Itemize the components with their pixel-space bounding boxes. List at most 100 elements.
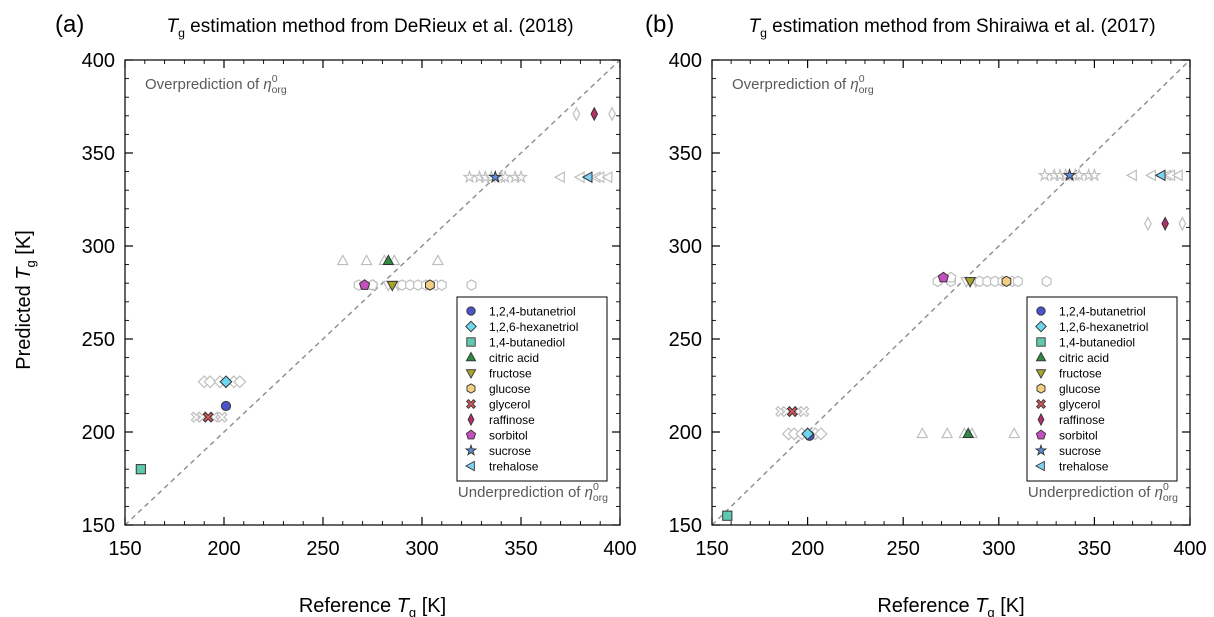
x-tick-label: 300 — [405, 538, 438, 560]
grey-point — [462, 169, 477, 184]
data-point — [1001, 275, 1012, 287]
grey-point — [336, 254, 349, 266]
legend-marker — [466, 383, 476, 394]
x-tick-label: 200 — [791, 538, 824, 560]
legend-label: glycerol — [489, 398, 530, 412]
x-tick-label: 350 — [1078, 538, 1111, 560]
grey-point — [1125, 169, 1137, 182]
legend-marker — [1034, 443, 1048, 456]
x-tick-label: 250 — [306, 538, 339, 560]
grey-point — [572, 106, 581, 122]
panel-a: (a) Tg estimation method from DeRieux et … — [55, 11, 637, 617]
data-point — [590, 106, 599, 122]
x-tick-label: 150 — [695, 538, 728, 560]
grey-point — [466, 279, 477, 291]
data-point — [1062, 168, 1077, 182]
legend-marker — [1035, 429, 1047, 440]
grey-point — [1171, 169, 1183, 182]
x-tick-label: 400 — [603, 538, 636, 560]
legend-marker — [1035, 398, 1047, 410]
overprediction-annotation: Overprediction of η0 org — [732, 73, 874, 96]
legend-marker — [465, 320, 477, 333]
legend-label: glucose — [489, 382, 531, 396]
legend-label: sorbitol — [1059, 429, 1098, 443]
x-tick-label: 300 — [982, 538, 1015, 560]
data-point — [964, 277, 977, 288]
grey-point — [601, 171, 613, 184]
legend-label: 1,2,6-hexanetriol — [1059, 320, 1148, 334]
legend-label: 1,2,6-hexanetriol — [489, 320, 578, 334]
data-point — [581, 171, 593, 184]
data-point — [202, 411, 214, 423]
grey-point — [513, 169, 529, 184]
overprediction-annotation: Overprediction of η0 org — [145, 73, 287, 96]
legend-label: citric acid — [1059, 351, 1109, 365]
y-tick-label: 350 — [82, 143, 115, 165]
figure-ylabel: Predicted Tg [K] — [13, 230, 38, 370]
legend-box — [456, 296, 608, 482]
grey-point — [216, 411, 228, 423]
y-tick-label: 400 — [82, 50, 115, 72]
legend-label: sorbitol — [489, 429, 528, 443]
legend-label: trehalose — [489, 460, 539, 474]
data-point — [382, 254, 395, 266]
y-tick-label: 250 — [82, 329, 115, 351]
y-tick-label: 200 — [669, 422, 702, 444]
legend-marker — [465, 351, 477, 362]
grey-point — [1087, 167, 1102, 182]
legend-label: fructose — [489, 367, 532, 381]
legend-marker — [1037, 412, 1045, 427]
y-tick-label: 150 — [82, 515, 115, 537]
x-axis-label: Reference Tg [K] — [877, 595, 1024, 617]
y-tick-label: 300 — [669, 236, 702, 258]
y-tick-label: 150 — [669, 515, 702, 537]
grey-point — [1144, 169, 1157, 182]
data-point — [135, 464, 146, 475]
grey-point — [1012, 275, 1023, 288]
panel-b: (b) Tg estimation method from Shiraiwa et… — [645, 11, 1207, 617]
grey-point — [1178, 216, 1187, 232]
legend-marker — [465, 460, 475, 472]
data-point — [801, 427, 815, 441]
data-point — [219, 375, 233, 389]
x-tick-label: 200 — [207, 538, 240, 560]
underprediction-annotation: Underprediction of η0 org — [458, 481, 608, 504]
y-tick-label: 300 — [82, 236, 115, 258]
legend-label: sucrose — [489, 444, 531, 458]
panel-title: Tg estimation method from DeRieux et al.… — [166, 16, 573, 40]
legend-label: 1,2,4-butanetriol — [489, 305, 576, 319]
legend-label: 1,4-butanediol — [1059, 336, 1135, 350]
legend-marker — [1036, 383, 1046, 394]
legend-label: citric acid — [489, 351, 539, 365]
legend-label: raffinose — [1059, 413, 1105, 427]
grey-point — [916, 427, 929, 439]
grey-point — [360, 254, 373, 266]
data-point — [722, 510, 733, 521]
legend-box — [1026, 296, 1178, 482]
legend-label: glucose — [1059, 382, 1101, 396]
underprediction-annotation: Underprediction of η0 org — [1028, 481, 1178, 504]
legend-label: glycerol — [1059, 398, 1100, 412]
grey-point — [1037, 167, 1052, 182]
plot-frame — [711, 59, 1191, 526]
x-tick-label: 350 — [504, 538, 537, 560]
legend-label: 1,2,4-butanetriol — [1059, 305, 1146, 319]
grey-point — [608, 106, 616, 122]
x-tick-label: 400 — [1173, 538, 1206, 560]
grey-point — [1041, 275, 1052, 288]
data-point — [425, 279, 435, 291]
panel-title: Tg estimation method from Shiraiwa et al… — [748, 16, 1155, 40]
y-tick-label: 350 — [669, 143, 702, 165]
legend-marker — [1035, 351, 1047, 362]
grey-point — [814, 427, 828, 441]
data-point — [937, 271, 949, 283]
legend-marker — [1036, 337, 1046, 347]
plot-frame — [124, 59, 621, 526]
y-tick-label: 250 — [669, 329, 702, 351]
legend-marker — [466, 306, 476, 316]
legend-label: raffinose — [489, 413, 535, 427]
legend-marker — [465, 398, 477, 410]
